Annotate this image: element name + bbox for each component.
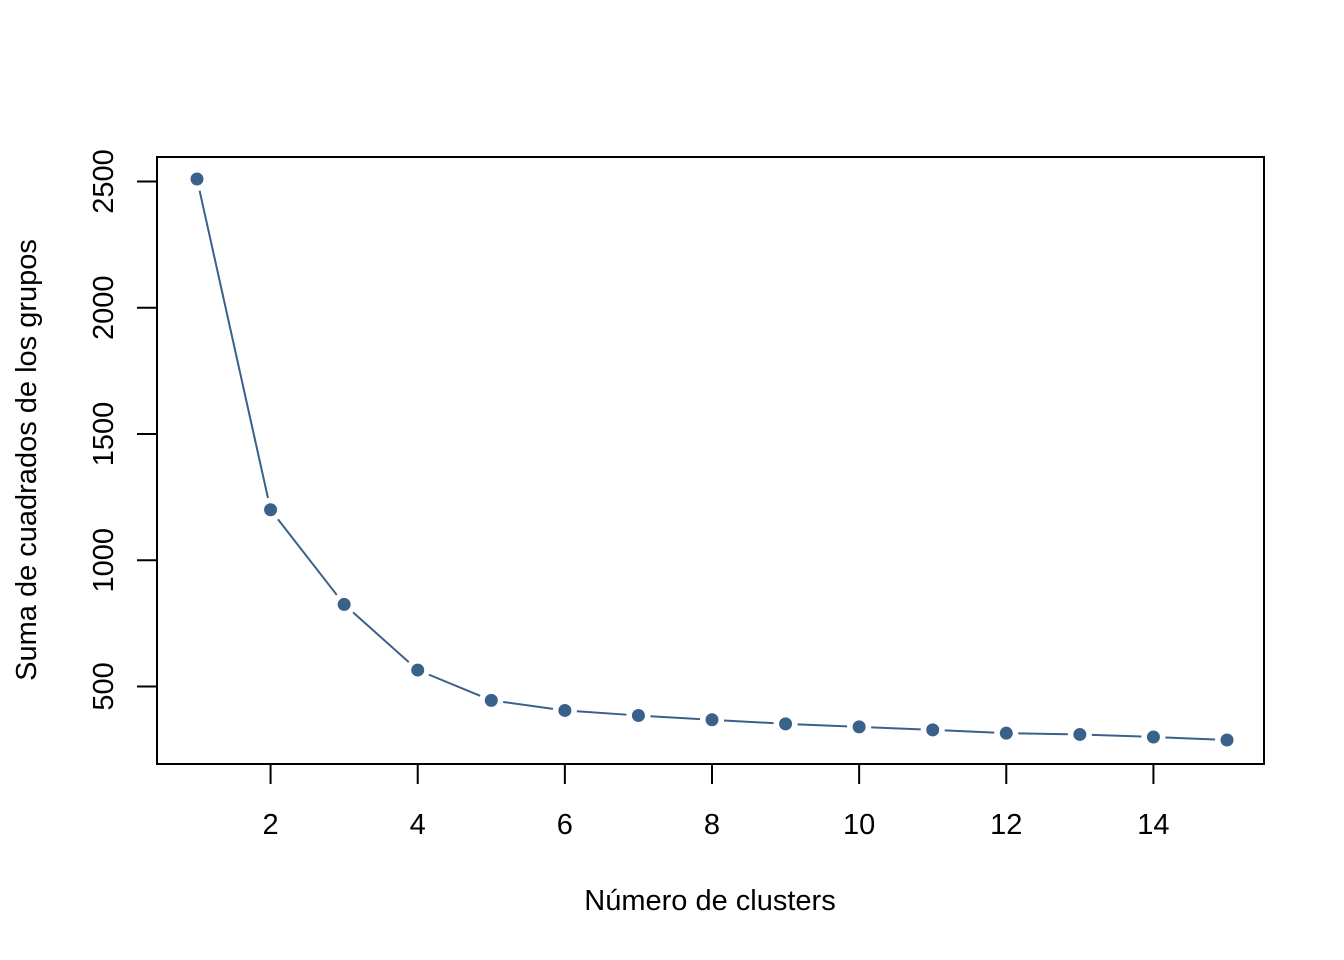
series-segment xyxy=(1091,733,1142,738)
series-segment xyxy=(428,673,481,697)
series-segment xyxy=(352,611,410,663)
series-segment xyxy=(723,719,774,725)
x-tick-label: 10 xyxy=(843,809,875,841)
data-point xyxy=(264,503,278,517)
data-point xyxy=(558,703,572,717)
data-point xyxy=(1146,730,1160,744)
y-axis-label: Suma de cuadrados de los grupos xyxy=(11,239,43,681)
series-segment xyxy=(797,723,848,728)
data-point xyxy=(705,713,719,727)
data-point xyxy=(484,693,498,707)
series-segment xyxy=(871,726,921,731)
series-segment xyxy=(1018,732,1068,736)
y-axis: 500 1000 1500 2000 2500 xyxy=(88,149,158,711)
series-segment xyxy=(198,190,269,499)
x-tick-label: 12 xyxy=(990,809,1022,841)
x-tick-label: 2 xyxy=(263,809,279,841)
series-line xyxy=(198,190,1216,741)
data-point xyxy=(631,709,645,723)
data-point xyxy=(926,723,940,737)
data-point xyxy=(411,663,425,677)
x-tick-label: 6 xyxy=(557,809,573,841)
data-point xyxy=(190,172,204,186)
x-axis: 2 4 6 8 10 12 14 xyxy=(263,763,1170,841)
data-point xyxy=(1220,733,1234,747)
y-tick-label: 1500 xyxy=(88,402,120,467)
data-point xyxy=(852,720,866,734)
x-tick-label: 4 xyxy=(410,809,426,841)
plot-frame xyxy=(156,156,1265,765)
series-segment xyxy=(503,701,554,710)
data-point xyxy=(337,597,351,611)
series-segment xyxy=(277,518,338,596)
y-tick-label: 500 xyxy=(88,662,120,710)
y-tick-label: 2500 xyxy=(88,149,120,214)
x-tick-label: 8 xyxy=(704,809,720,841)
y-tick-label: 1000 xyxy=(88,528,120,593)
x-axis-label: Número de clusters xyxy=(584,885,835,917)
series-segment xyxy=(576,710,627,716)
series-segment xyxy=(944,729,995,734)
series-segment xyxy=(1165,736,1216,741)
series-segment xyxy=(650,715,701,721)
data-point xyxy=(779,717,793,731)
series-points xyxy=(190,172,1234,747)
y-tick-label: 2000 xyxy=(88,276,120,341)
data-point xyxy=(1073,727,1087,741)
x-tick-label: 14 xyxy=(1137,809,1169,841)
data-point xyxy=(999,726,1013,740)
